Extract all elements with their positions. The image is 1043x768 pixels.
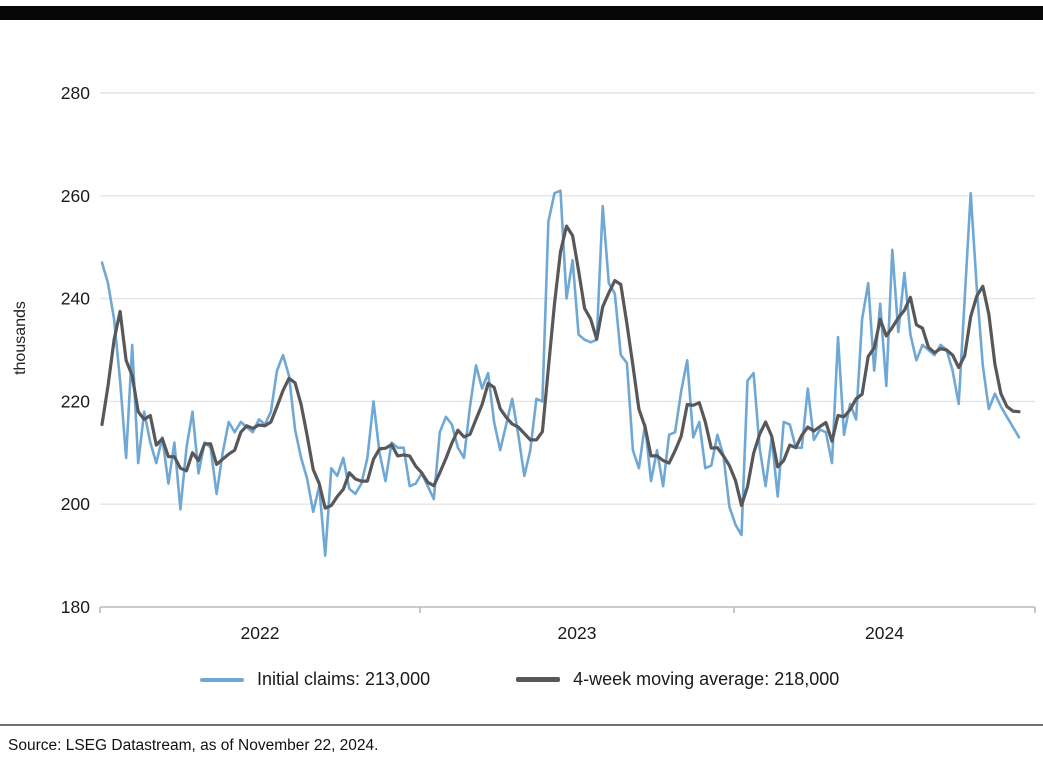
y-axis-tick-labels: 280 260 240 220 200 180 <box>61 83 90 617</box>
moving-average-line-swatch <box>516 677 561 682</box>
footer-divider <box>0 724 1043 726</box>
x-axis <box>99 606 1036 613</box>
top-accent-bar <box>0 6 1043 20</box>
svg-text:280: 280 <box>61 83 90 103</box>
legend-item-moving-average: 4-week moving average: 218,000 <box>516 669 839 690</box>
svg-text:220: 220 <box>61 391 90 411</box>
svg-text:2023: 2023 <box>558 623 597 643</box>
svg-text:240: 240 <box>61 289 90 309</box>
svg-text:2024: 2024 <box>865 623 904 643</box>
initial-claims-legend-label: Initial claims: 213,000 <box>257 669 431 689</box>
source-attribution: Source: LSEG Datastream, as of November … <box>8 737 379 754</box>
svg-text:180: 180 <box>61 597 90 617</box>
four-week-moving-average-line <box>100 224 1021 510</box>
jobless-claims-chart: 280 260 240 220 200 180 2022 2023 2024 thousand… <box>12 83 1036 643</box>
moving-average-legend-label: 4-week moving average: 218,000 <box>573 669 840 689</box>
svg-text:260: 260 <box>61 186 90 206</box>
initial-claims-line-swatch <box>200 677 244 682</box>
legend-item-initial-claims: Initial claims: 213,000 <box>200 669 430 690</box>
y-axis-title: thousands <box>12 301 29 375</box>
svg-text:200: 200 <box>61 494 90 514</box>
x-axis-year-labels: 2022 2023 2024 <box>241 623 905 643</box>
svg-text:2022: 2022 <box>241 623 280 643</box>
legend: Initial claims: 213,000 4-week moving av… <box>200 669 839 690</box>
